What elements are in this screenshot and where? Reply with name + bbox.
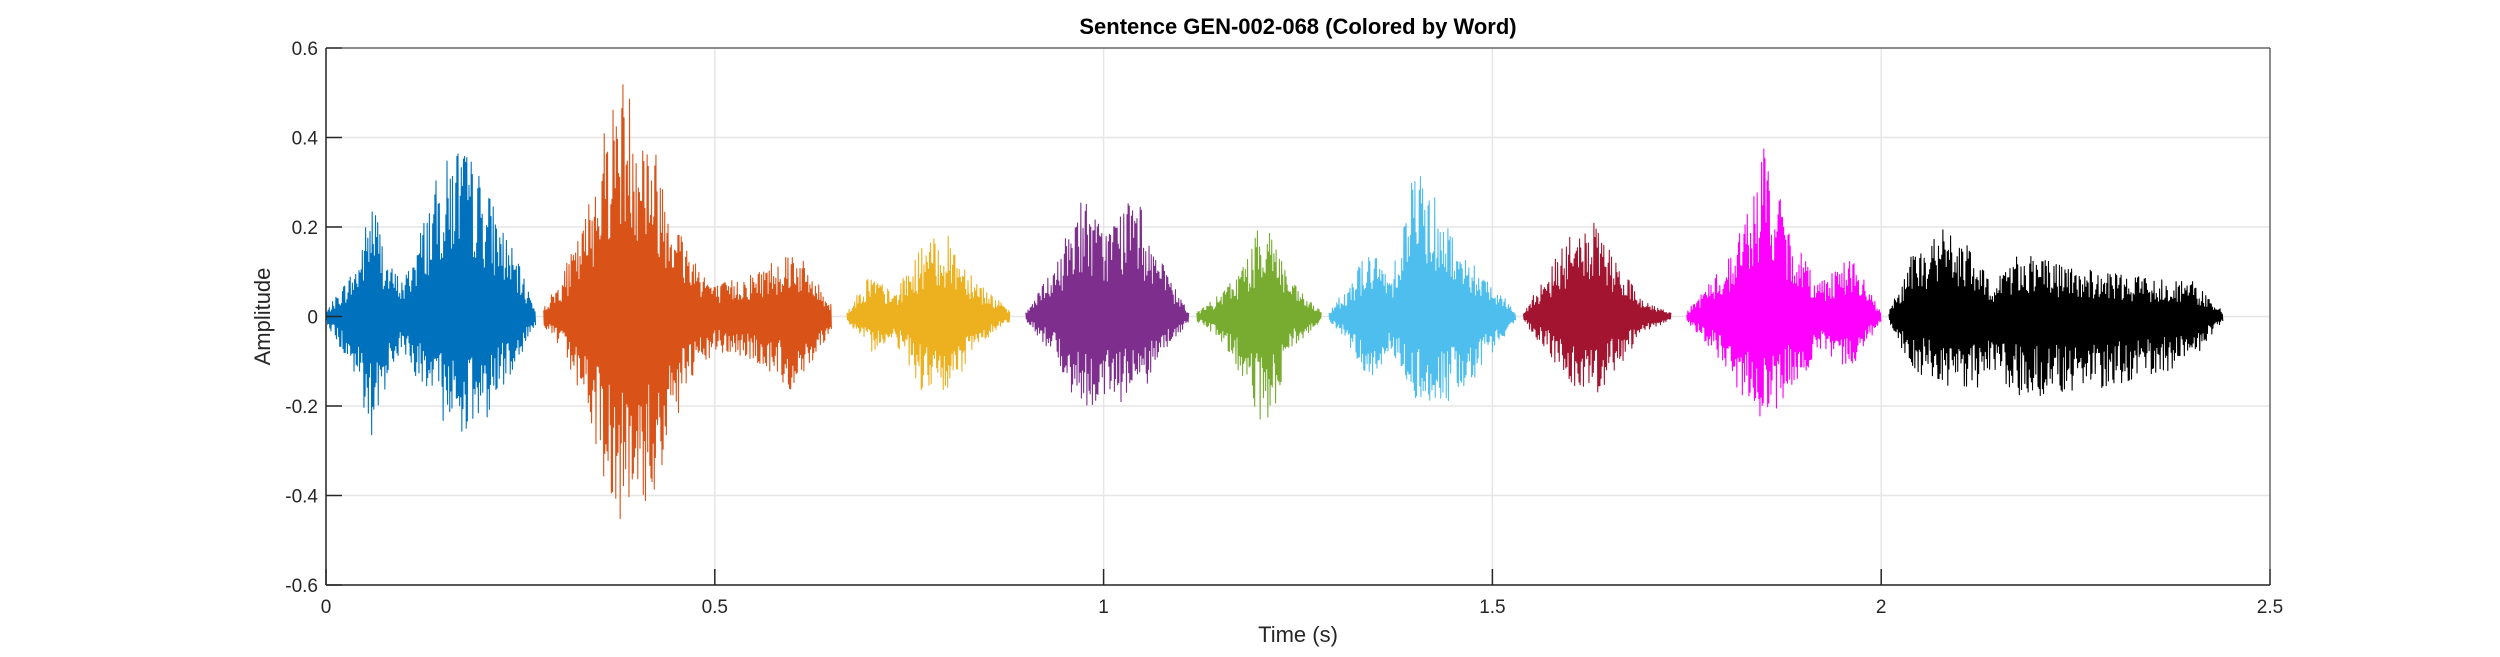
waveform-series-1 bbox=[325, 153, 537, 436]
x-tick-label: 0 bbox=[321, 597, 332, 618]
x-tick-label: 2 bbox=[1876, 597, 1887, 618]
waveform-series-2 bbox=[543, 84, 832, 520]
y-tick-label: 0.6 bbox=[292, 39, 318, 60]
waveform-series-8 bbox=[1686, 148, 1882, 417]
x-tick-label: 0.5 bbox=[702, 597, 728, 618]
y-tick-label: -0.2 bbox=[285, 397, 318, 418]
y-tick-label: 0.2 bbox=[292, 218, 318, 239]
x-tick-label: 1.5 bbox=[1479, 597, 1505, 618]
waveform-series-4 bbox=[1025, 202, 1190, 406]
waveform-series-7 bbox=[1522, 222, 1672, 393]
y-axis-label: Amplitude bbox=[250, 268, 275, 366]
x-tick-label: 2.5 bbox=[2257, 597, 2283, 618]
waveform-series-6 bbox=[1328, 176, 1517, 401]
y-tick-label: 0.4 bbox=[292, 129, 319, 150]
waveform-series-3 bbox=[846, 235, 1011, 391]
x-tick-label: 1 bbox=[1098, 597, 1109, 618]
series-layer bbox=[325, 84, 2224, 520]
y-tick-label: -0.6 bbox=[285, 576, 318, 597]
chart-title: Sentence GEN-002-068 (Colored by Word) bbox=[1079, 14, 1516, 39]
axes: 0 0.5 1 1.5 2 2.5 -0.6 -0.4 -0.2 0 0.2 0.4 0.6 bbox=[285, 39, 2283, 618]
y-tick-label: 0 bbox=[307, 308, 318, 329]
waveform-series-5 bbox=[1196, 230, 1322, 420]
x-axis-label: Time (s) bbox=[1258, 622, 1338, 647]
waveform-series-9 bbox=[1888, 229, 2224, 397]
y-tick-label: -0.4 bbox=[285, 487, 318, 508]
